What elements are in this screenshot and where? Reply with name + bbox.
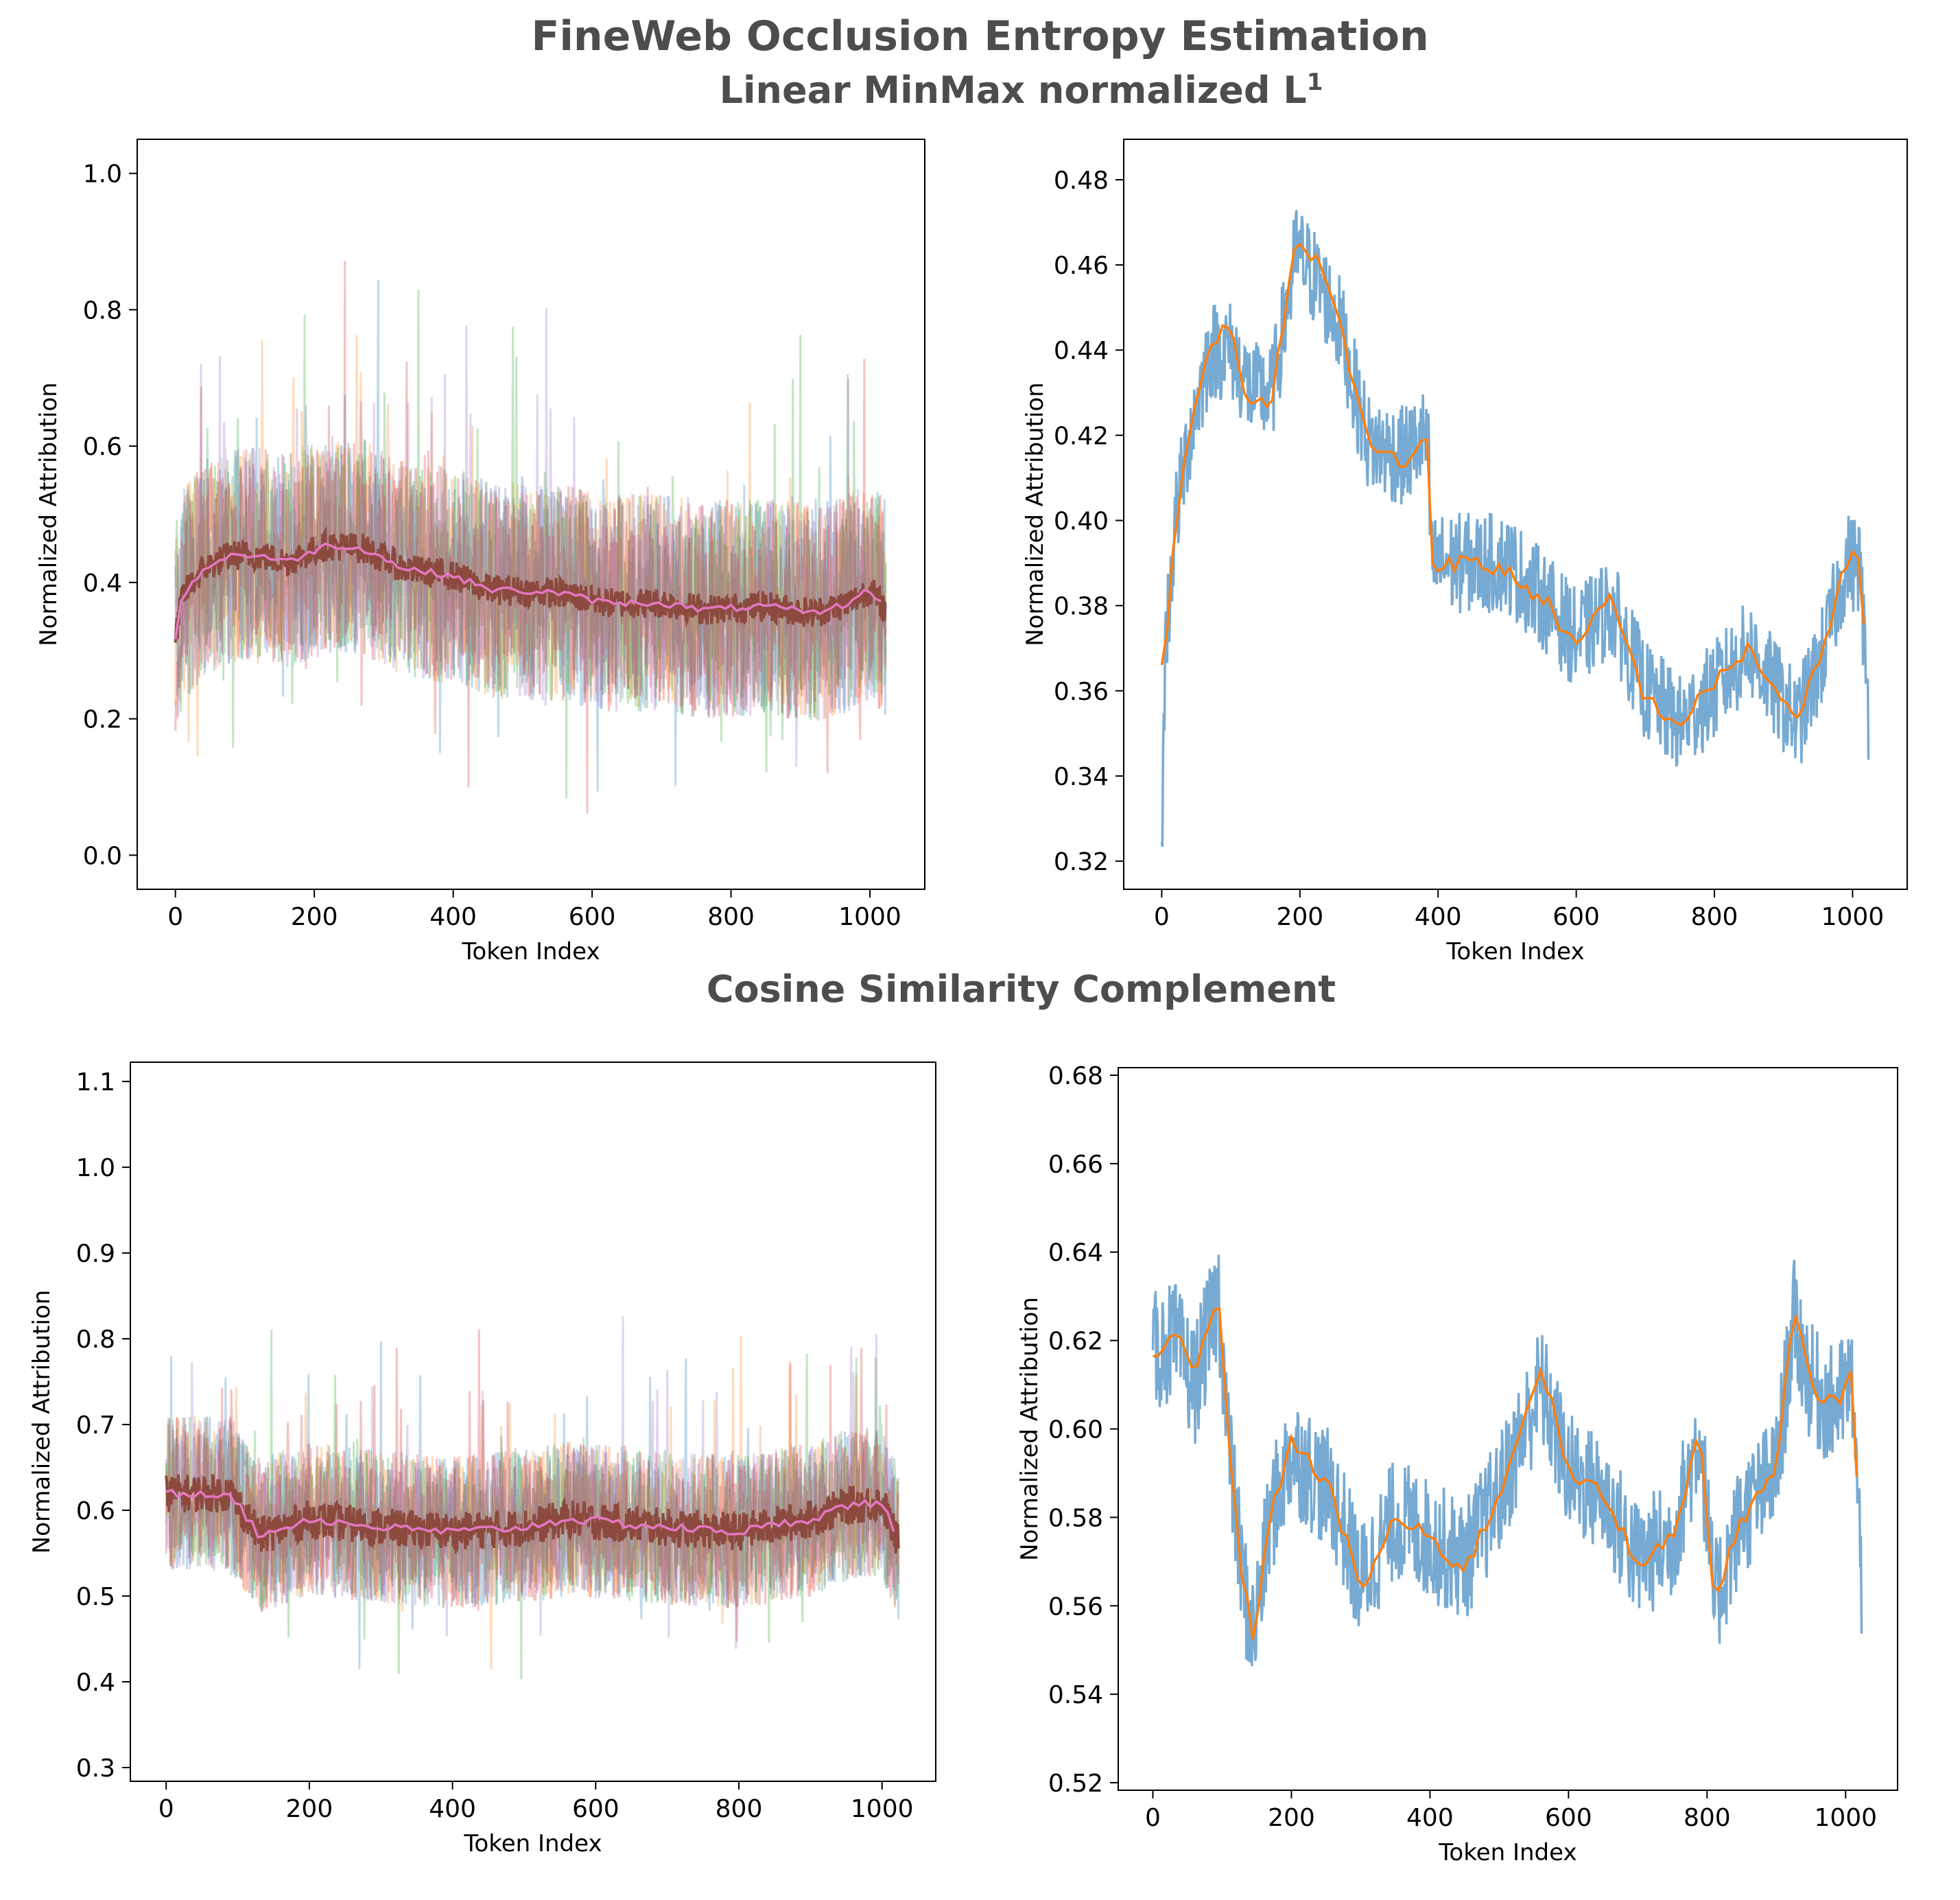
y-tick-label: 0.60 (1048, 1416, 1103, 1444)
sample-doc-line-4 (165, 1329, 900, 1643)
x-tick-label: 1000 (838, 903, 901, 931)
plot-frame (1123, 139, 1908, 890)
y-tick-label: 0.2 (83, 706, 122, 734)
x-tick-label: 800 (707, 903, 755, 931)
x-tick-label: 600 (1552, 903, 1600, 931)
y-tick-label: 0.66 (1048, 1151, 1103, 1179)
y-tick-label: 0.40 (1054, 507, 1109, 535)
y-tick-label: 0.9 (76, 1240, 115, 1268)
sample-doc-line-2 (174, 335, 887, 757)
y-tick-label: 0.32 (1054, 848, 1109, 876)
x-tick-label: 1000 (851, 1795, 914, 1823)
x-tick-label: 0 (158, 1795, 174, 1823)
y-tick-label: 0.54 (1048, 1681, 1103, 1709)
y-tick-label: 0.36 (1054, 678, 1109, 706)
y-tick-label: 0.0 (83, 842, 122, 870)
y-tick-label: 0.68 (1048, 1062, 1103, 1090)
y-tick-label: 0.64 (1048, 1239, 1103, 1267)
y-tick-label: 0.44 (1054, 337, 1109, 365)
y-tick-label: 1.0 (83, 161, 122, 189)
x-tick-label: 200 (1276, 903, 1323, 931)
y-tick-label: 0.4 (76, 1669, 115, 1697)
y-tick-label: 0.6 (76, 1497, 115, 1525)
plot-area (174, 261, 887, 814)
y-tick-label: 0.8 (76, 1326, 115, 1354)
x-axis-label: Token Index (461, 938, 600, 965)
section-title-linear-minmax: Linear MinMax normalized L1 (41, 69, 1960, 112)
x-tick-label: 800 (1684, 1804, 1731, 1832)
plot-area (1151, 1254, 1863, 1667)
x-tick-label: 600 (572, 1795, 619, 1823)
y-tick-label: 1.0 (76, 1154, 115, 1182)
y-tick-label: 0.34 (1054, 763, 1109, 791)
y-tick-label: 0.42 (1054, 422, 1109, 450)
mean-line (165, 1474, 900, 1555)
y-tick-label: 0.58 (1048, 1504, 1103, 1532)
y-tick-label: 0.46 (1054, 252, 1109, 280)
y-tick-label: 0.52 (1048, 1770, 1103, 1798)
y-tick-label: 0.62 (1048, 1328, 1103, 1356)
x-tick-label: 400 (1415, 903, 1462, 931)
y-tick-label: 0.7 (76, 1411, 115, 1440)
x-tick-label: 400 (429, 903, 477, 931)
y-axis-label: Normalized Attribution (1016, 1297, 1043, 1561)
x-tick-label: 1000 (1814, 1804, 1877, 1832)
plot-area (1160, 210, 1870, 847)
x-tick-label: 800 (716, 1795, 763, 1823)
x-tick-label: 600 (1545, 1804, 1592, 1832)
x-tick-label: 400 (429, 1795, 476, 1823)
x-axis-label: Token Index (1438, 1839, 1577, 1866)
y-tick-label: 0.4 (83, 570, 122, 598)
x-tick-label: 0 (1145, 1804, 1161, 1832)
section-title-cosine: Cosine Similarity Complement (706, 967, 1336, 1011)
y-axis-label: Normalized Attribution (28, 1290, 56, 1554)
x-axis-label: Token Index (463, 1830, 602, 1857)
x-tick-label: 600 (569, 903, 616, 931)
x-tick-label: 1000 (1821, 903, 1885, 931)
smoothed-line (165, 1488, 895, 1539)
x-tick-label: 800 (1691, 903, 1738, 931)
y-tick-label: 0.8 (83, 296, 122, 325)
y-tick-label: 0.48 (1054, 167, 1109, 195)
main-title: FineWeb Occlusion Entropy Estimation (531, 12, 1429, 60)
y-tick-label: 0.6 (83, 433, 122, 461)
x-tick-label: 200 (291, 903, 338, 931)
y-tick-label: 1.1 (76, 1068, 115, 1096)
y-tick-label: 0.56 (1048, 1593, 1103, 1621)
smoothed-line (174, 542, 882, 640)
y-tick-label: 0.38 (1054, 593, 1109, 621)
sample-doc-line-1 (174, 280, 887, 792)
y-tick-label: 0.3 (76, 1755, 115, 1783)
x-tick-label: 200 (1268, 1804, 1315, 1832)
section-title-superscript: 1 (1306, 69, 1323, 96)
x-axis-label: Token Index (1445, 938, 1584, 965)
windowed-average-line (1160, 242, 1865, 727)
windowed-average-line (1153, 1306, 1858, 1640)
x-tick-label: 0 (167, 903, 183, 931)
y-axis-label: Normalized Attribution (35, 382, 62, 646)
mean-line (1151, 1254, 1863, 1667)
section-title-linear-minmax-text: Linear MinMax normalized L (719, 69, 1307, 112)
y-tick-label: 0.5 (76, 1583, 115, 1611)
plot-frame (130, 1062, 936, 1782)
x-tick-label: 400 (1406, 1804, 1454, 1832)
plot-frame (137, 139, 925, 890)
y-axis-label: Normalized Attribution (1022, 382, 1049, 646)
x-tick-label: 0 (1154, 903, 1170, 931)
x-tick-label: 200 (286, 1795, 333, 1823)
plot-area (165, 1315, 900, 1680)
